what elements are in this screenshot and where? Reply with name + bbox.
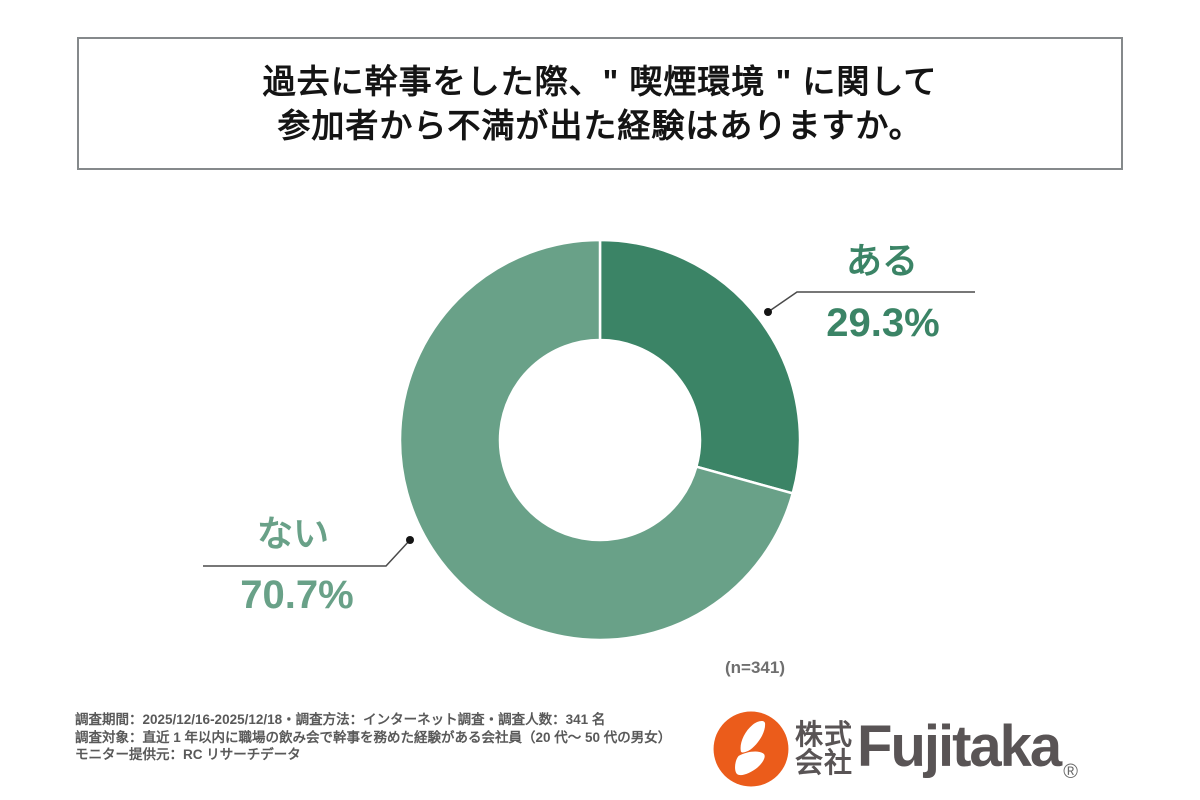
callout-aru: ある xyxy=(846,243,918,279)
leader-line-nai xyxy=(203,539,411,567)
fujitaka-logo-icon xyxy=(713,711,789,787)
callout-aru-category: ある xyxy=(845,240,919,281)
leader-dot-nai xyxy=(406,536,414,544)
title-line-1: 過去に幹事をした際、" 喫煙環境 " に関して xyxy=(262,62,938,100)
callout-nai-percent: 70.7% xyxy=(240,573,354,617)
logo-prefix-top: 株式 xyxy=(795,719,854,750)
title-line-2: 参加者から不満が出た経験はありますか。 xyxy=(277,106,923,144)
logo-prefix-bottom: 会社 xyxy=(795,747,854,778)
footnote-line-1: 調査期間：2025/12/16-2025/12/18・調査方法：インターネット調… xyxy=(75,712,606,727)
sample-size-label: (n=341) xyxy=(725,658,785,677)
footnote-line-3: モニター提供元：RC リサーチデータ xyxy=(75,747,301,762)
logo-brand-text: Fujitaka xyxy=(857,714,1062,779)
donut-slices xyxy=(398,238,802,642)
survey-question-title-box: 過去に幹事をした際、" 喫煙環境 " に関して 参加者から不満が出た経験はありま… xyxy=(77,37,1123,170)
callout-aru-percent-wrap: 29.3% xyxy=(826,303,939,343)
logo-company-prefix: 株式 会社 xyxy=(795,721,853,777)
footnote-line-2: 調査対象：直近 1 年以内に職場の飲み会で幹事を務めた経験がある会社員（20 代… xyxy=(75,729,672,745)
callout-aru-percent: 29.3% xyxy=(826,301,940,345)
survey-footnote: 調査期間：2025/12/16-2025/12/18・調査方法：インターネット調… xyxy=(75,711,671,764)
donut-slice-1 xyxy=(398,238,795,642)
company-logo: 株式 会社 Fujitaka ® xyxy=(712,708,1078,790)
callout-nai: ない xyxy=(257,516,329,552)
leader-dot-aru xyxy=(764,308,772,316)
registered-trademark-symbol: ® xyxy=(1063,761,1078,783)
callout-nai-category: ない xyxy=(256,513,330,554)
leader-line-aru xyxy=(767,291,975,313)
donut-slice-0 xyxy=(598,238,802,495)
callout-nai-percent-wrap: 70.7% xyxy=(240,575,353,615)
